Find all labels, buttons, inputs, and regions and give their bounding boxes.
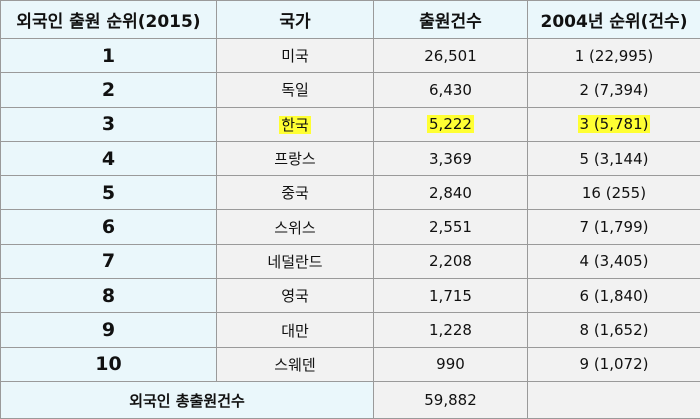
- total-count: 59,882: [373, 381, 528, 419]
- table-row: 4 프랑스 3,369 5 (3,144): [0, 140, 700, 177]
- highlighted-value: 3 (5,781): [577, 115, 651, 134]
- table-row: 2 독일 6,430 2 (7,394): [0, 72, 700, 108]
- table-row: 6 스위스 2,551 7 (1,799): [0, 209, 700, 245]
- count-cell: 1,228: [373, 312, 528, 348]
- header-rank: 외국인 출원 순위(2015): [0, 0, 217, 39]
- count-cell: 990: [373, 346, 528, 383]
- total-label: 외국인 총출원건수: [0, 381, 374, 419]
- table-body: 1 미국 26,501 1 (22,995) 2 독일 6,430 2 (7,394) 3 한국 5…: [0, 37, 700, 383]
- country-cell: 중국: [216, 175, 374, 211]
- rank-cell: 8: [0, 278, 217, 314]
- empty-cell: [527, 381, 700, 419]
- country-cell: 한국: [216, 106, 374, 142]
- country-cell: 대만: [216, 312, 374, 348]
- country-cell: 독일: [216, 72, 374, 108]
- count-cell: 2,840: [373, 175, 528, 211]
- count-cell: 5,222: [373, 106, 528, 142]
- highlighted-value: 5,222: [427, 115, 474, 134]
- count-cell: 1,715: [373, 278, 528, 314]
- rank-2004-cell: 16 (255): [527, 175, 700, 211]
- country-cell: 영국: [216, 278, 374, 314]
- header-count: 출원건수: [373, 0, 528, 39]
- table-row: 8 영국 1,715 6 (1,840): [0, 278, 700, 314]
- rank-2004-cell: 1 (22,995): [527, 37, 700, 74]
- rank-cell: 5: [0, 175, 217, 211]
- rank-2004-cell: 3 (5,781): [527, 106, 700, 142]
- table-row: 10 스웨덴 990 9 (1,072): [0, 346, 700, 383]
- rank-2004-cell: 9 (1,072): [527, 346, 700, 383]
- rank-2004-cell: 5 (3,144): [527, 140, 700, 177]
- rank-2004-cell: 7 (1,799): [527, 209, 700, 245]
- rank-cell: 4: [0, 140, 217, 177]
- header-rank-2004: 2004년 순위(건수): [527, 0, 700, 39]
- header-row: 외국인 출원 순위(2015) 국가 출원건수 2004년 순위(건수): [0, 0, 700, 39]
- rank-cell: 1: [0, 37, 217, 74]
- table-row: 7 네덜란드 2,208 4 (3,405): [0, 243, 700, 280]
- footer-row: 외국인 총출원건수 59,882: [0, 381, 700, 419]
- rank-2004-cell: 2 (7,394): [527, 72, 700, 108]
- rank-cell: 10: [0, 346, 217, 383]
- country-cell: 미국: [216, 37, 374, 74]
- rank-cell: 9: [0, 312, 217, 348]
- header-country: 국가: [216, 0, 374, 39]
- count-cell: 2,551: [373, 209, 528, 245]
- count-cell: 2,208: [373, 243, 528, 280]
- country-cell: 스위스: [216, 209, 374, 245]
- rank-cell: 2: [0, 72, 217, 108]
- country-cell: 네덜란드: [216, 243, 374, 280]
- country-cell: 프랑스: [216, 140, 374, 177]
- table-row: 1 미국 26,501 1 (22,995): [0, 37, 700, 74]
- count-cell: 26,501: [373, 37, 528, 74]
- country-cell: 스웨덴: [216, 346, 374, 383]
- rank-2004-cell: 8 (1,652): [527, 312, 700, 348]
- rank-cell: 6: [0, 209, 217, 245]
- table-row: 9 대만 1,228 8 (1,652): [0, 312, 700, 348]
- rank-2004-cell: 4 (3,405): [527, 243, 700, 280]
- count-cell: 3,369: [373, 140, 528, 177]
- count-cell: 6,430: [373, 72, 528, 108]
- highlighted-value: 한국: [279, 115, 311, 134]
- rank-cell: 7: [0, 243, 217, 280]
- table-row: 5 중국 2,840 16 (255): [0, 175, 700, 211]
- table-row: 3 한국 5,222 3 (5,781): [0, 106, 700, 142]
- rank-2004-cell: 6 (1,840): [527, 278, 700, 314]
- rank-cell: 3: [0, 106, 217, 142]
